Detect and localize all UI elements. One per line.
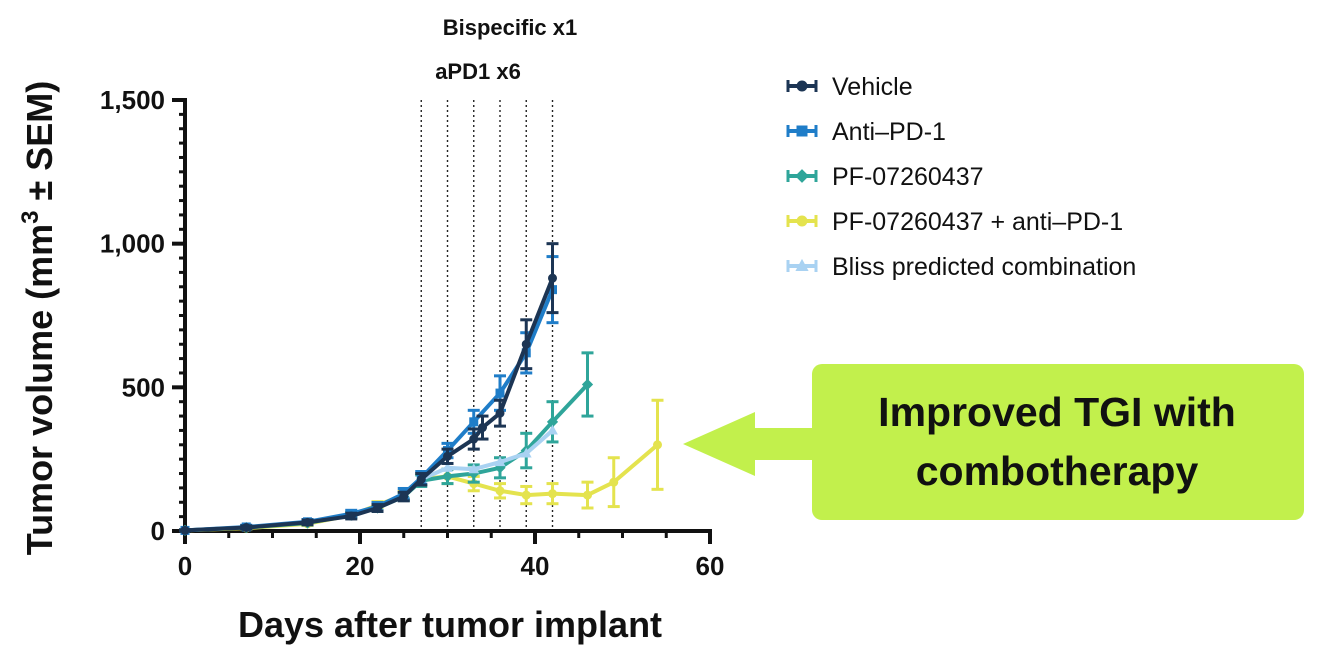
legend-item: Vehicle [786,73,913,101]
data-point [441,470,454,483]
data-point [442,461,453,472]
data-point [548,273,557,283]
data-point [469,434,479,444]
legend-marker [796,125,808,137]
data-point [180,525,190,535]
data-point [399,492,409,502]
legend-item: Bliss predicted combination [786,253,1136,281]
data-point [478,423,487,433]
y-axis-title-main: Tumor volume (mm [19,224,60,555]
data-point [241,523,251,533]
legend-marker [795,169,809,183]
data-point [469,417,479,427]
data-point [521,490,531,500]
data-point [547,424,558,435]
data-point [521,339,531,349]
y-tick-label: 0 [151,516,165,546]
callout-arrow [683,412,815,476]
series [179,351,594,537]
y-axis-title-tail: ± SEM) [19,81,60,211]
x-tick-label: 40 [521,551,550,581]
data-point [546,416,559,428]
legend-marker [795,258,809,271]
data-point [346,511,356,521]
x-tick-label: 20 [346,551,375,581]
data-point [495,408,505,418]
legend-label: Anti–PD-1 [832,118,946,146]
annotation-apd1: aPD1 x6 [435,59,521,84]
annotation-bispecific: Bispecific x1 [443,15,578,40]
y-tick-label: 1,000 [100,229,165,259]
data-point [443,451,452,461]
data-point [520,447,532,458]
y-tick-label: 1,500 [100,85,165,115]
series [179,242,559,535]
callout: Improved TGI with combotherapy [683,364,1304,520]
axes: 0 500 1,000 1,500 0 20 40 60 [100,85,725,581]
y-axis-title-sup: 3 [17,211,44,224]
x-axis-title: Days after tumor implant [238,604,662,645]
series-line [420,428,554,482]
legend-item: PF-07260437 + anti–PD-1 [786,208,1123,236]
data-point [416,474,426,484]
data-point [495,486,505,496]
legend-item: PF-07260437 [786,163,984,191]
callout-box [812,364,1304,520]
x-tick-label: 0 [178,551,192,581]
data-point [494,456,506,467]
legend: Vehicle Anti–PD-1 PF-07260437 PF-07260437 +… [786,73,1136,281]
callout-line-1: Improved TGI with [878,389,1236,435]
callout-line-2: combotherapy [916,448,1199,494]
data-point [653,440,662,450]
data-point [468,463,480,474]
data-point [583,490,592,500]
y-tick-label: 500 [122,372,165,402]
legend-marker [796,80,808,92]
legend-label: Vehicle [832,73,913,101]
legend-item: Anti–PD-1 [786,118,946,146]
data-point [609,477,619,487]
data-point [548,489,557,499]
legend-label: PF-07260437 + anti–PD-1 [832,208,1123,236]
data-point [373,503,382,513]
legend-label: PF-07260437 [832,163,984,191]
data-point [581,378,594,391]
series-layer [179,242,664,537]
legend-marker [796,215,808,227]
legend-label: Bliss predicted combination [832,253,1136,281]
data-point [303,517,312,527]
data-point [495,388,505,398]
y-axis-title: Tumor volume (mm3 ± SEM) [17,81,60,556]
series [415,424,558,484]
x-tick-label: 60 [696,551,725,581]
